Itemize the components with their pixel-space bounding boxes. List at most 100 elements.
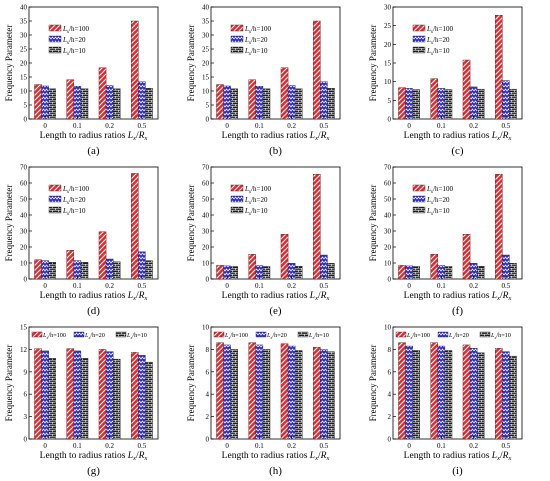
bar-h100-0.2: [280, 233, 289, 280]
bar-h100-0: [34, 84, 42, 120]
plot-frame: [210, 166, 341, 280]
y-tick-label: 20: [202, 244, 210, 252]
y-tick-label: 25: [202, 46, 210, 54]
bar-h100-0: [34, 259, 42, 280]
y-tick-label: 0: [388, 276, 392, 284]
bar-h20-0: [223, 344, 231, 440]
panel-label: (a): [87, 145, 100, 157]
bar-h10-0.5: [509, 263, 517, 280]
y-tick-label: 10: [20, 260, 28, 268]
y-tick-label: 10: [20, 88, 28, 96]
bar-h100-0.2: [98, 231, 107, 280]
bar-h100-0: [398, 342, 406, 440]
x-axis-title: Length to radius ratios Lx/Rx: [40, 131, 148, 142]
y-axis-title: Frequency Parameter: [368, 185, 378, 262]
bar-h20-0.2: [469, 86, 478, 120]
bar-h20-0.1: [437, 88, 446, 120]
panel-label: (d): [87, 305, 100, 317]
bar-h100-0: [216, 342, 224, 440]
y-tick-label: 5: [388, 97, 392, 105]
bar-h10-0.1: [80, 262, 89, 280]
bar-h10-0.1: [444, 350, 453, 440]
plot-frame: [28, 166, 159, 280]
legend-swatch-h10: [297, 331, 309, 338]
bar-h10-0.5: [509, 88, 517, 120]
x-tick-label: 0: [225, 442, 229, 450]
x-tick-label: 0.2: [469, 282, 478, 290]
y-tick-label: 40: [20, 4, 28, 12]
bar-h20-0.5: [138, 81, 146, 120]
y-axis-title: Frequency Parameter: [368, 25, 378, 102]
y-tick-label: 10: [202, 260, 210, 268]
legend-swatch-h100: [395, 331, 407, 338]
y-tick-label: 40: [20, 212, 28, 220]
x-axis-title: Length to radius ratios Lx/Rx: [404, 451, 512, 462]
bar-h20-0: [41, 85, 49, 120]
bar-h10-0.1: [262, 349, 271, 440]
bar-h100-0.2: [98, 349, 107, 440]
y-tick-label: 0: [206, 116, 210, 124]
y-tick-label: 0: [24, 116, 28, 124]
bar-h100-0.1: [430, 253, 439, 280]
y-tick-label: 40: [202, 4, 210, 12]
y-tick-label: 30: [20, 32, 28, 40]
legend-swatch-h20: [230, 35, 244, 43]
plot-frame: [210, 326, 341, 440]
legend-swatch-h10: [479, 331, 491, 338]
legend-label: Lx/h=100: [426, 25, 453, 35]
legend-swatch-h20: [230, 195, 244, 203]
x-tick-label: 0: [225, 122, 229, 130]
legend-label: Lx/h=100: [426, 185, 453, 195]
bar-h10-0: [412, 350, 420, 440]
x-tick-label: 0.5: [138, 442, 147, 450]
bar-h20-0: [405, 345, 413, 440]
y-tick-label: 6: [206, 368, 210, 376]
y-tick-label: 0: [388, 116, 392, 124]
legend-swatch-h100: [230, 184, 244, 192]
y-tick-label: 50: [20, 196, 28, 204]
bar-h100-0.1: [248, 342, 257, 440]
y-tick-label: 30: [202, 32, 210, 40]
y-tick-label: 10: [202, 324, 210, 332]
bar-h10-0: [230, 349, 238, 440]
x-tick-label: 0.2: [105, 122, 114, 130]
y-tick-label: 2: [388, 413, 392, 421]
bar-h20-0: [405, 88, 413, 120]
x-tick-label: 0.5: [502, 122, 511, 130]
bar-h10-0.5: [327, 351, 335, 440]
bar-h10-0.2: [294, 266, 303, 280]
bar-h10-0.1: [80, 358, 89, 440]
y-tick-label: 40: [384, 212, 392, 220]
bar-h100-0.1: [66, 249, 75, 280]
legend-label: Lx/h=100: [62, 25, 89, 35]
bar-h20-0.5: [138, 355, 146, 440]
bar-h100-0.1: [248, 253, 257, 280]
x-axis-title: Length to radius ratios Lx/Rx: [222, 131, 330, 142]
bar-h100-0.5: [495, 15, 503, 120]
bar-h10-0.2: [476, 352, 485, 440]
legend-label: Lx/h=10: [244, 207, 268, 217]
x-axis-title: Length to radius ratios Lx/Rx: [40, 291, 148, 302]
bar-h20-0.5: [320, 254, 328, 280]
x-tick-label: 0.2: [287, 122, 296, 130]
bar-h100-0.1: [66, 79, 75, 120]
y-tick-label: 50: [384, 196, 392, 204]
legend-label: Lx/h=10: [308, 332, 329, 340]
y-tick-label: 20: [384, 41, 392, 49]
legend-label: Lx/h=20: [84, 332, 105, 340]
panel-label: (h): [269, 465, 282, 477]
y-tick-label: 12: [20, 346, 28, 354]
x-tick-label: 0.2: [469, 442, 478, 450]
legend-label: Lx/h=20: [244, 196, 268, 206]
legend-label: Lx/h=20: [426, 36, 450, 46]
y-tick-label: 9: [24, 368, 28, 376]
panel-label: (i): [452, 465, 463, 477]
y-tick-label: 6: [388, 368, 392, 376]
y-tick-label: 0: [388, 436, 392, 444]
bar-h20-0.5: [502, 254, 510, 280]
y-tick-label: 8: [206, 346, 210, 354]
bar-h100-0.2: [280, 343, 289, 440]
legend-swatch-h20: [412, 195, 426, 203]
